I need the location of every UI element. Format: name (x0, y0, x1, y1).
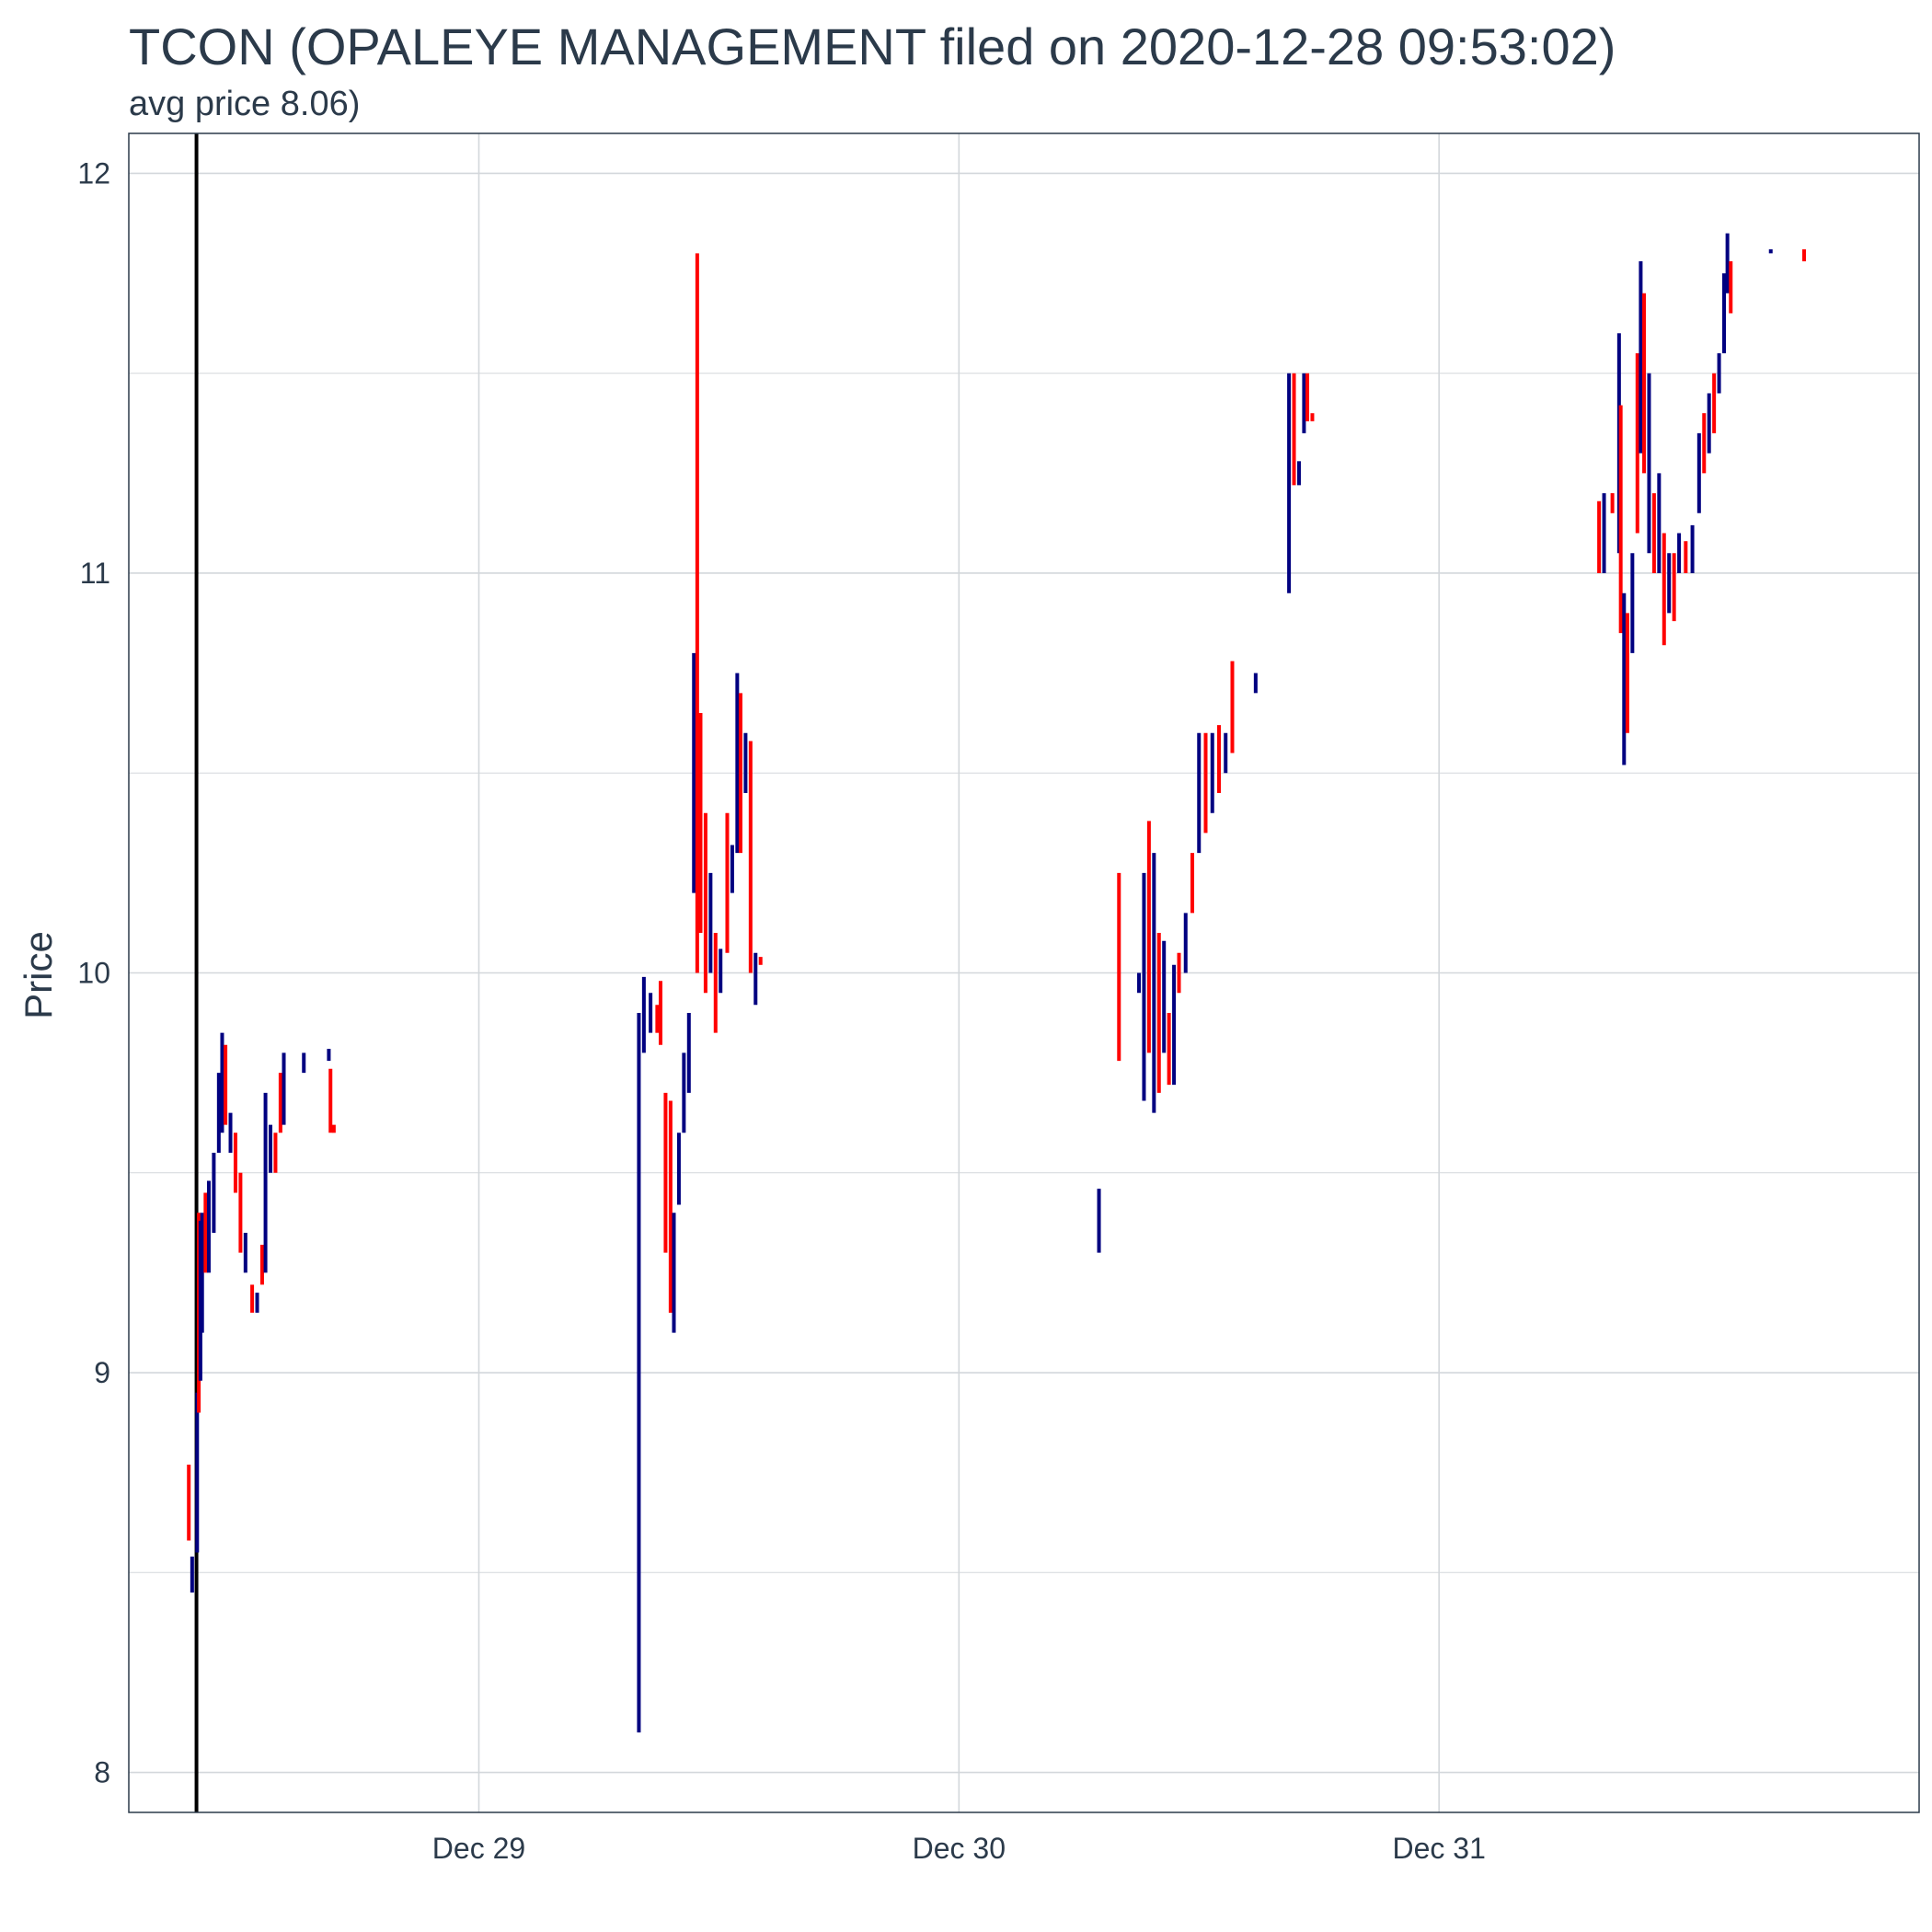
y-tick-label: 8 (94, 1756, 110, 1789)
x-tick-label: Dec 29 (432, 1832, 525, 1865)
chart-title: TCON (OPALEYE MANAGEMENT filed on 2020-1… (129, 17, 1616, 75)
y-axis-title: Price (17, 931, 60, 1019)
y-tick-label: 11 (80, 557, 110, 590)
y-tick-label: 9 (94, 1356, 110, 1389)
y-tick-label: 10 (77, 957, 110, 990)
x-tick-label: Dec 31 (1392, 1832, 1485, 1865)
x-tick-label: Dec 30 (913, 1832, 1006, 1865)
x-axis: Dec 29 Dec 30 Dec 31 (432, 1832, 1486, 1865)
plot-frame (128, 132, 1920, 1813)
price-bars (187, 233, 1806, 1733)
y-axis: 8 9 10 11 12 (77, 156, 110, 1788)
y-tick-label: 12 (77, 156, 110, 190)
chart-subtitle: avg price 8.06) (129, 85, 361, 123)
